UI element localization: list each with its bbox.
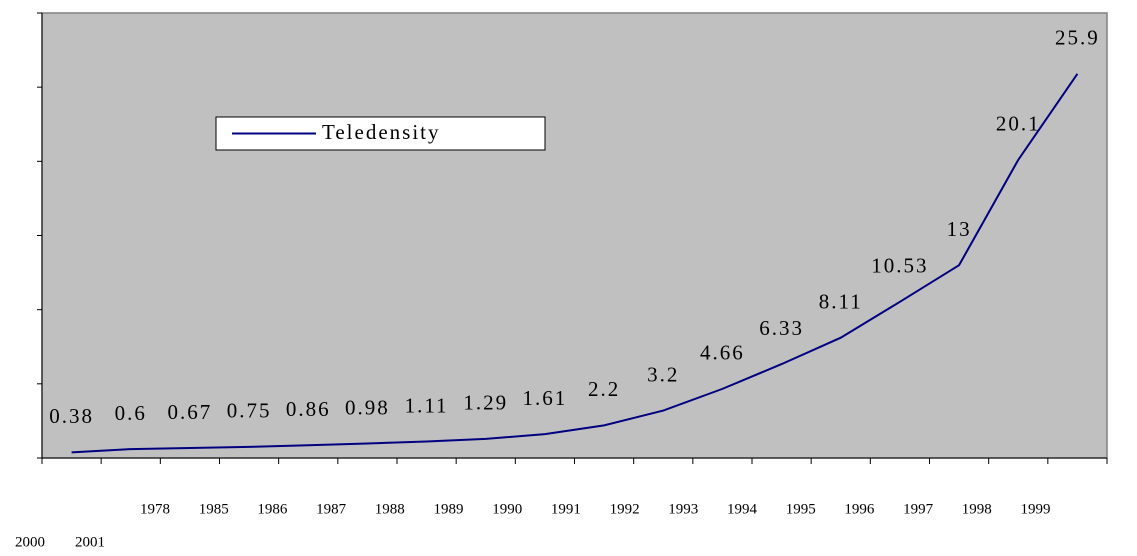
data-label: 6.33 (759, 316, 804, 340)
legend-label: Teledensity (322, 120, 441, 144)
x-tick-label: 1996 (844, 501, 875, 517)
x-tick-label: 1978 (140, 501, 170, 517)
x-tick-label: 1994 (727, 501, 758, 517)
data-label: 2.2 (588, 377, 620, 401)
data-label: 1.61 (523, 386, 568, 410)
data-label: 0.67 (168, 400, 213, 424)
x-tick-label: 1998 (962, 501, 992, 517)
x-tick-label: 1992 (610, 501, 640, 517)
line (71, 73, 1079, 454)
data-label: 0.98 (345, 395, 390, 419)
data-label: 0.75 (227, 399, 272, 423)
data-label: 4.66 (700, 341, 745, 365)
plot-area (41, 12, 1108, 459)
data-label: 0.86 (286, 397, 331, 421)
data-label: 3.2 (647, 362, 679, 386)
data-label: 25.9 (1055, 26, 1100, 50)
x-tick-label: 1988 (375, 501, 405, 517)
x-tick-label: 1995 (786, 501, 816, 517)
x-tick-label: 1986 (257, 501, 288, 517)
data-label: 1.29 (463, 391, 508, 415)
data-label: 10.53 (871, 254, 928, 278)
data-label: 8.11 (819, 290, 863, 314)
x-tick-label: 1990 (492, 501, 522, 517)
data-label: 20.1 (996, 112, 1041, 136)
data-label: 13 (947, 217, 972, 241)
x-tick-label: 1989 (434, 501, 464, 517)
x-tick-label: 2001 (75, 534, 105, 550)
x-tick-label: 1985 (199, 501, 229, 517)
x-tick-label: 1999 (1021, 501, 1051, 517)
x-tick-label: 1997 (903, 501, 934, 517)
x-tick-label: 2000 (15, 534, 45, 550)
data-label: 0.6 (115, 401, 147, 425)
legend: Teledensity (215, 116, 546, 151)
x-tick-label: 1987 (316, 501, 347, 517)
x-tick-label: 1991 (551, 501, 581, 517)
data-label: 0.38 (49, 404, 94, 428)
data-label: 1.11 (405, 393, 449, 417)
x-tick-label: 1993 (668, 501, 698, 517)
